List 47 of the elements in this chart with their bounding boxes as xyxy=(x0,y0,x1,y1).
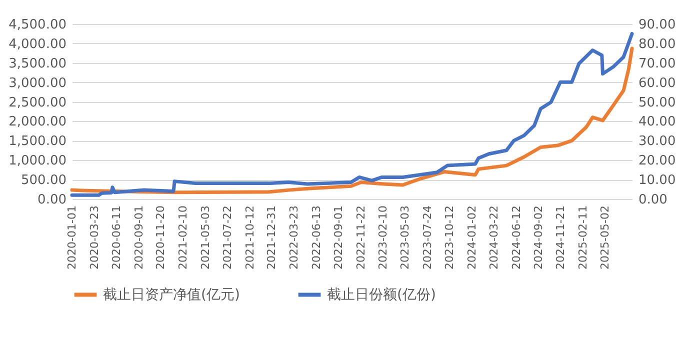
x-tick-label: 2024-06-12 xyxy=(510,206,523,270)
x-tick-label: 2020-09-01 xyxy=(132,206,146,270)
y-tick-label: 1,000.00 xyxy=(8,154,66,169)
x-tick-label: 2024-01-02 xyxy=(465,206,478,270)
x-tick-label: 2020-06-11 xyxy=(110,206,123,270)
x-tick-label: 2021-12-31 xyxy=(265,206,278,270)
x-tick-label: 2025-05-02 xyxy=(598,206,612,270)
legend-label: 截止日份额(亿份) xyxy=(327,286,436,303)
x-tick-label: 2022-03-23 xyxy=(288,206,301,270)
x-tick-label: 2023-07-24 xyxy=(421,206,434,270)
y-tick-label: 0.00 xyxy=(38,192,66,208)
y2-tick-label: 30.00 xyxy=(638,134,676,150)
y2-tick-label: 10.00 xyxy=(638,173,676,188)
x-tick-label: 2020-03-23 xyxy=(88,206,101,270)
x-tick-label: 2024-03-22 xyxy=(487,206,500,270)
x-tick-label: 2023-05-03 xyxy=(398,206,412,270)
x-tick-label: 2021-10-12 xyxy=(243,206,256,270)
y2-tick-label: 50.00 xyxy=(638,95,676,110)
x-tick-label: 2023-02-10 xyxy=(376,206,390,270)
x-tick-label: 2024-11-21 xyxy=(554,206,568,270)
y-tick-label: 4,500.00 xyxy=(8,18,66,32)
y-tick-label: 2,000.00 xyxy=(8,114,66,130)
y2-tick-label: 20.00 xyxy=(638,154,676,169)
y2-tick-label: 80.00 xyxy=(638,36,676,52)
y2-tick-label: 40.00 xyxy=(638,114,676,130)
y-tick-label: 4,000.00 xyxy=(8,36,66,52)
x-tick-label: 2022-11-22 xyxy=(354,206,368,270)
y2-tick-label: 70.00 xyxy=(638,56,676,72)
x-tick-label: 2021-05-03 xyxy=(199,206,212,270)
y-tick-label: 500.00 xyxy=(21,173,66,188)
legend-label: 截止日资产净值(亿元) xyxy=(103,286,240,303)
y2-tick-label: 90.00 xyxy=(638,18,676,32)
y2-tick-label: 0.00 xyxy=(638,192,668,208)
x-tick-label: 2025-02-11 xyxy=(576,206,590,270)
x-tick-label: 2022-09-01 xyxy=(332,206,345,270)
x-tick-label: 2024-09-02 xyxy=(532,206,546,270)
x-tick-label: 2020-01-01 xyxy=(66,206,78,270)
y-tick-label: 3,000.00 xyxy=(8,76,66,91)
y2-tick-label: 60.00 xyxy=(638,76,676,91)
x-tick-label: 2021-07-22 xyxy=(220,206,234,270)
x-tick-label: 2020-11-20 xyxy=(154,206,168,270)
x-tick-label: 2023-10-12 xyxy=(443,206,456,270)
x-tick-label: 2022-06-13 xyxy=(310,206,324,270)
y-tick-label: 3,500.00 xyxy=(8,56,66,72)
y-tick-label: 1,500.00 xyxy=(8,134,66,150)
y-tick-label: 2,500.00 xyxy=(8,95,66,110)
x-tick-label: 2021-02-10 xyxy=(176,206,190,270)
